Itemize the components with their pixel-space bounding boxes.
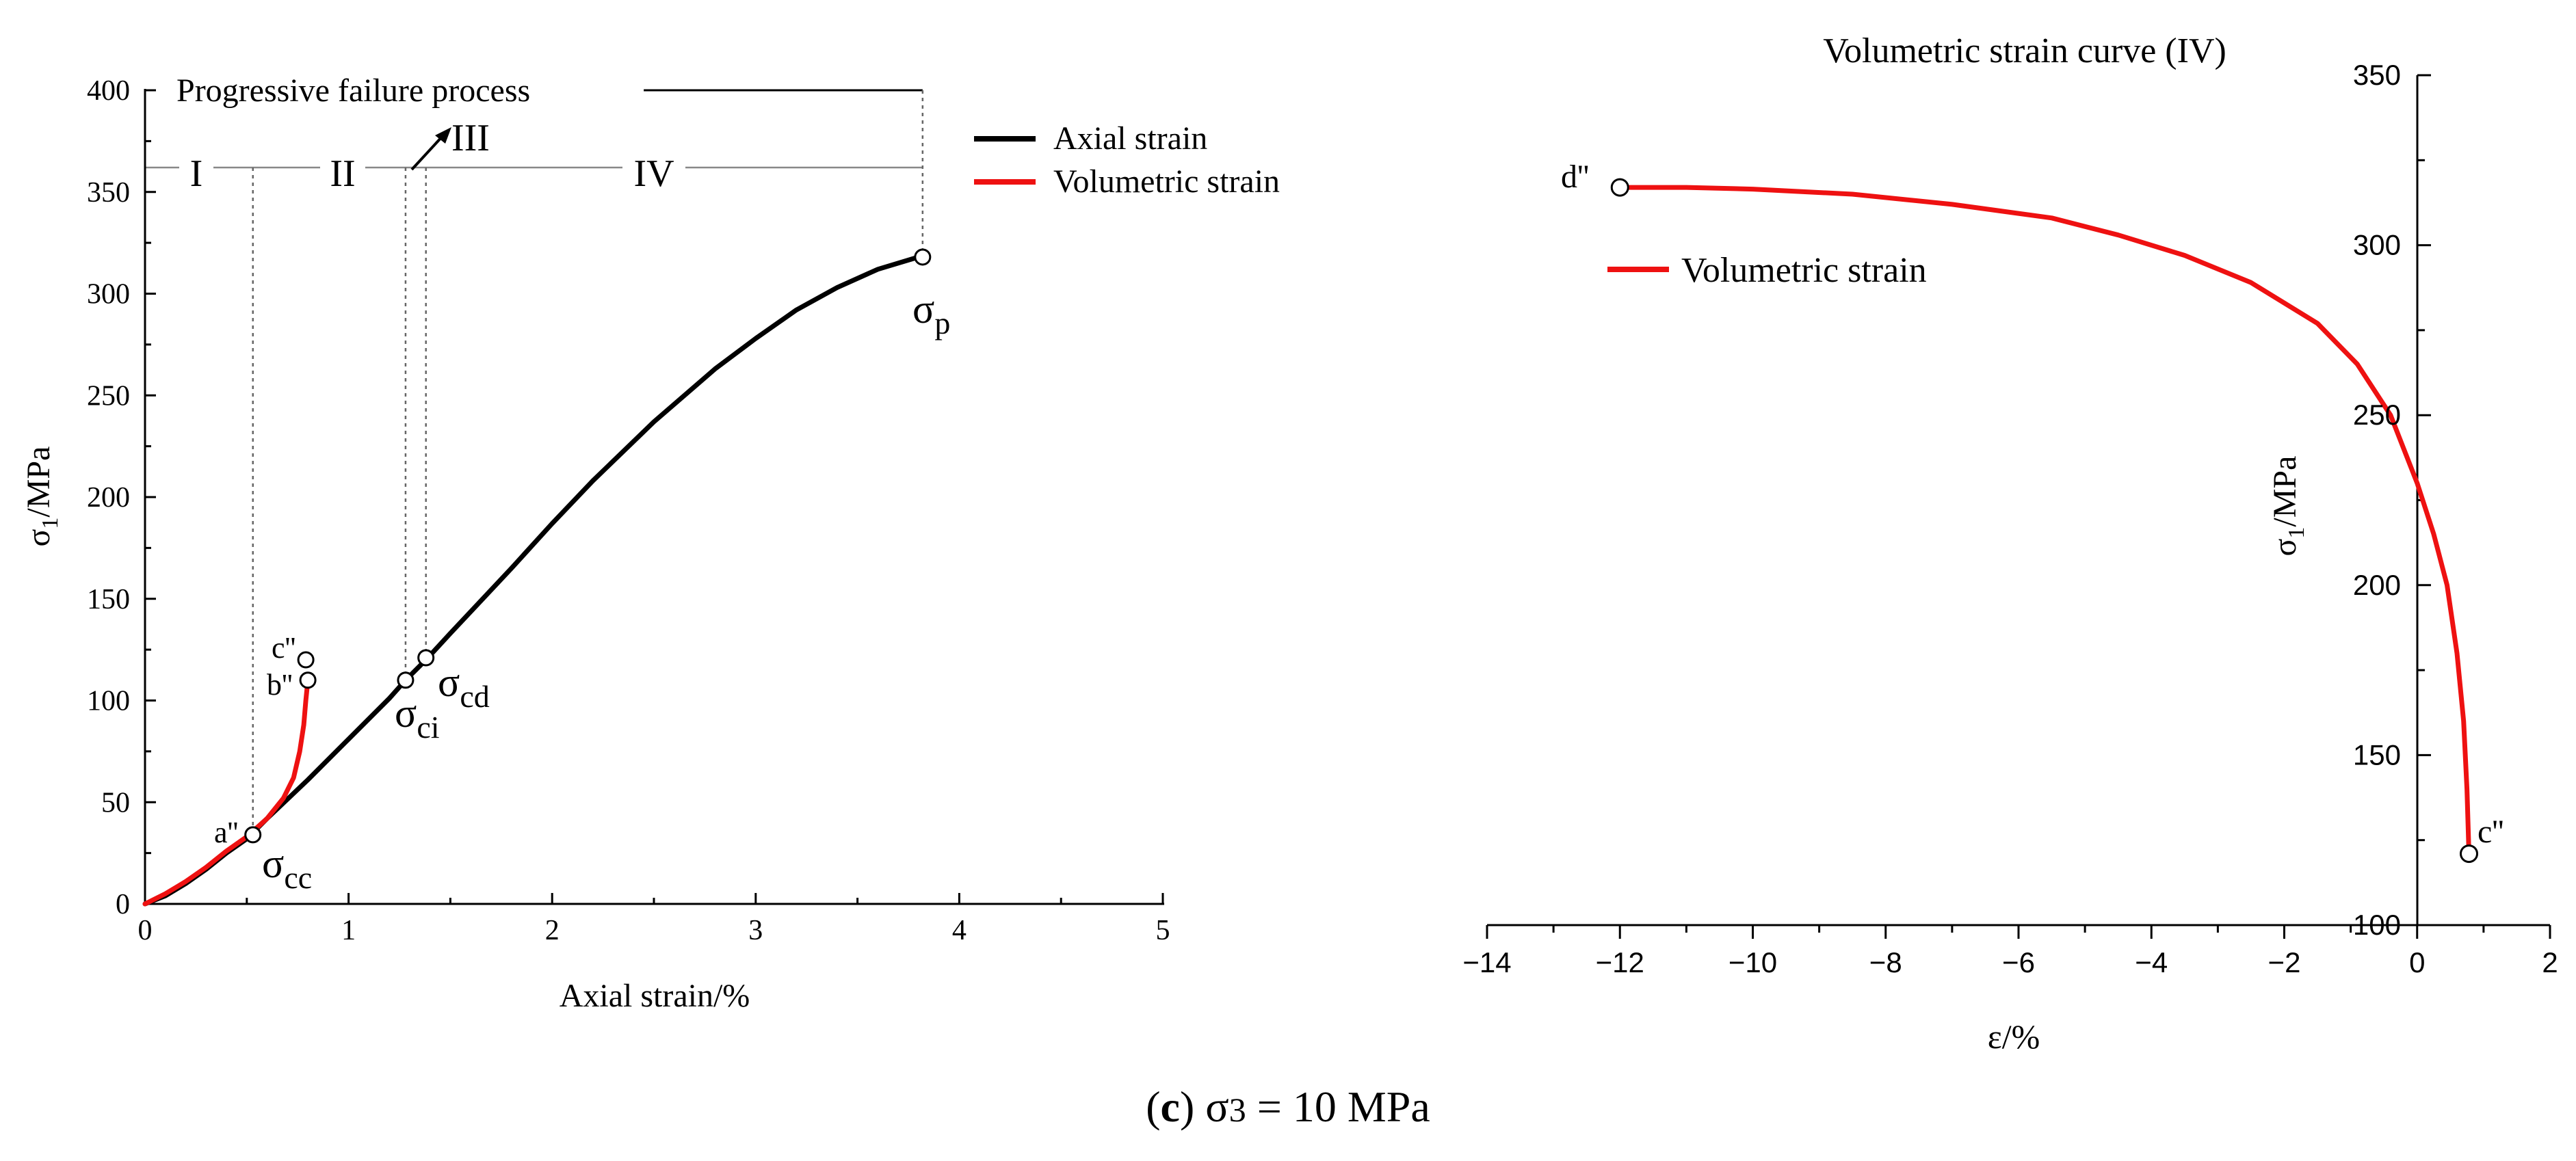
label-sigma-ci: σci (395, 691, 440, 745)
stage-label-II: II (330, 152, 355, 195)
right-legend-label: Volumetric strain (1681, 251, 1927, 290)
label-sigma-p-symbol: σ (912, 286, 934, 332)
left-y-tick-label: 250 (87, 380, 130, 412)
axial-strain-chart: 0 1 2 3 4 5 0 50 100 150 200 250 300 350 400 Axial st… (21, 68, 1280, 1014)
caption-sigma3: σ3 (1205, 1082, 1246, 1131)
left-y-tick-label: 400 (87, 75, 130, 107)
label-c-double-prime-right: c'' (2478, 814, 2504, 850)
label-sigma-cc: σcc (262, 841, 312, 895)
right-x-tick-label: −6 (2002, 946, 2035, 978)
right-marker-point (2460, 844, 2479, 864)
caption-sigma3-symbol: σ (1205, 1082, 1229, 1131)
left-y-tick-label: 100 (87, 686, 130, 717)
left-y-tick-label: 0 (116, 889, 130, 920)
right-y-axis-label-subscript: 1 (2284, 527, 2309, 539)
label-sigma-ci-subscript: ci (417, 710, 439, 745)
label-d-double-prime: d'' (1561, 159, 1589, 195)
left-legend: Axial strain Volumetric strain (974, 120, 1280, 200)
right-y-tick-label: 250 (2353, 399, 2401, 431)
left-x-tick-label: 0 (138, 915, 153, 946)
left-x-tick-label: 1 (341, 915, 356, 946)
left-marker-point (244, 826, 262, 844)
right-x-tick-label: 0 (2409, 946, 2425, 978)
right-x-tick-label: 2 (2542, 946, 2558, 978)
left-x-axis-label: Axial strain/% (560, 978, 750, 1014)
stage-III-arrow (410, 134, 445, 171)
caption-value: = 10 MPa (1257, 1082, 1430, 1131)
right-y-tick-label: 150 (2353, 738, 2401, 771)
right-x-tick-label: −2 (2268, 946, 2301, 978)
right-marker-point (1610, 178, 1629, 197)
label-a-double-prime: a'' (214, 816, 238, 849)
figure-caption: (c) σ3 = 10 MPa (1146, 1082, 1430, 1131)
label-sigma-p: σp (912, 286, 950, 341)
left-y-tick-label: 50 (101, 787, 130, 818)
right-y-axis-label: σ1/MPa (2267, 456, 2309, 557)
right-y-axis-label-unit: /MPa (2267, 456, 2303, 527)
left-x-tick-label: 2 (545, 915, 560, 946)
label-sigma-cd-subscript: cd (460, 679, 489, 714)
left-marker-point (297, 651, 315, 669)
right-x-tick-label: −4 (2135, 946, 2168, 978)
legend-label-volumetric: Volumetric strain (1053, 163, 1280, 200)
left-y-axis-label-subscript: 1 (38, 518, 63, 529)
legend-label-axial: Axial strain (1053, 120, 1207, 157)
left-marker-point (417, 649, 435, 667)
right-y-axis-label-sigma: σ (2267, 538, 2303, 556)
stage-III-arrow-head (435, 127, 451, 144)
progressive-failure-title: Progressive failure process (176, 72, 530, 109)
left-y-axis-label-sigma: σ (21, 529, 57, 546)
stage-label-III: III (451, 117, 490, 159)
right-y-tick-label: 350 (2353, 59, 2401, 91)
left-marker-point (299, 671, 317, 689)
right-y-tick-label: 300 (2353, 229, 2401, 261)
right-x-tick-label: −10 (1729, 946, 1777, 978)
left-y-axis-label: σ1/MPa (21, 446, 63, 547)
label-sigma-cd: σcd (438, 660, 490, 714)
left-marker-point (914, 248, 932, 266)
stage-label-IV: IV (633, 152, 674, 195)
right-legend: Volumetric strain (1607, 251, 1927, 290)
label-sigma-p-subscript: p (934, 306, 950, 341)
label-sigma-cd-symbol: σ (438, 660, 460, 705)
left-y-axis-label-unit: /MPa (21, 446, 57, 518)
left-x-tick-label: 5 (1156, 915, 1170, 946)
label-c-double-prime: c'' (272, 631, 295, 665)
label-sigma-ci-symbol: σ (395, 691, 417, 736)
caption-sigma3-subscript: 3 (1229, 1091, 1246, 1129)
left-y-tick-label: 350 (87, 177, 130, 209)
left-x-tick-label: 3 (748, 915, 763, 946)
label-b-double-prime: b'' (267, 668, 293, 702)
right-y-tick-label: 100 (2353, 909, 2401, 941)
volumetric-strain-chart: −14 −12 −10 −8 −6 −4 −2 0 2 100 150 200 250 300 350 V… (1462, 31, 2558, 1056)
right-y-tick-label: 200 (2353, 569, 2401, 601)
left-x-tick-label: 4 (952, 915, 967, 946)
volumetric-strain-curve (1617, 185, 2471, 857)
right-x-tick-label: −8 (1869, 946, 1902, 978)
progressive-failure-annotation (145, 89, 924, 835)
right-x-tick-label: −14 (1462, 946, 1511, 978)
right-x-tick-label: −12 (1596, 946, 1644, 978)
right-chart-title: Volumetric strain curve (IV) (1823, 31, 2226, 70)
left-y-tick-label: 200 (87, 482, 130, 513)
left-marker-point (397, 671, 415, 689)
left-y-tick-label: 300 (87, 279, 130, 310)
label-sigma-cc-subscript: cc (284, 860, 312, 895)
label-sigma-cc-symbol: σ (262, 841, 284, 886)
caption-label: c (1161, 1082, 1180, 1131)
volumetric-strain-line (142, 678, 311, 907)
stage-label-I: I (190, 152, 203, 195)
right-x-axis-label: ε/% (1988, 1017, 2040, 1056)
left-y-tick-label: 150 (87, 584, 130, 615)
